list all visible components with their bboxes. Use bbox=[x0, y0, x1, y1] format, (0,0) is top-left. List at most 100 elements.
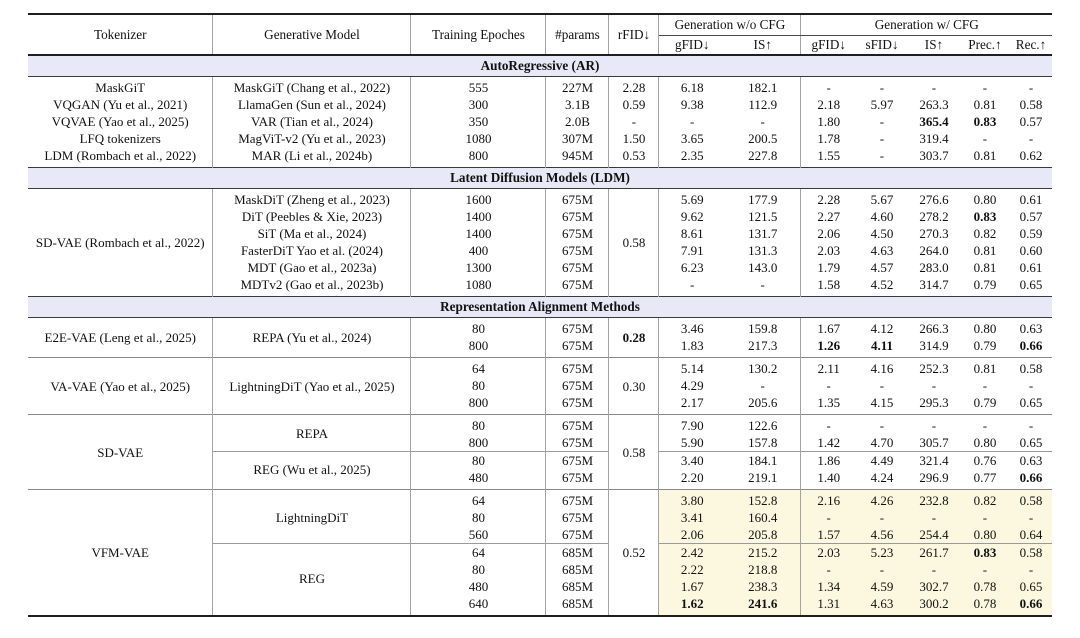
cell-gfid-wo-cfg: 9.62 bbox=[680, 208, 704, 224]
cell-sfid-w-cfg: 4.11 bbox=[870, 337, 893, 353]
cell-is-w-cfg: - bbox=[931, 377, 937, 393]
table-row: 560 675M 2.06 205.8 1.57 4.56 254.4 0.80 0.64 bbox=[28, 526, 1053, 544]
cell-generative-model: LlamaGen (Sun et al., 2024) bbox=[212, 96, 412, 113]
cell-sfid-w-cfg: 4.63 bbox=[870, 242, 894, 258]
cell-precision: 0.81 bbox=[973, 242, 997, 258]
cell-is-w-cfg: 261.7 bbox=[907, 543, 960, 561]
cell-is-w-cfg: - bbox=[907, 561, 960, 578]
cell-params: 675M bbox=[545, 413, 610, 434]
table-row: LFQ tokenizers MagViT-v2 (Yu et al., 2023… bbox=[27, 130, 1052, 147]
col-group-generation-wo-cfg: Generation w/o CFG bbox=[658, 14, 802, 36]
cell-sfid-w-cfg: 5.97 bbox=[870, 96, 894, 112]
cell-precision: 0.80 bbox=[973, 434, 997, 450]
cell-gfid-wo-cfg: 2.22 bbox=[658, 561, 725, 578]
cell-precision: 0.78 bbox=[959, 595, 1010, 616]
cell-recall: 0.58 bbox=[1009, 356, 1053, 377]
cell-recall: - bbox=[1028, 377, 1034, 393]
cell-sfid-w-cfg: - bbox=[855, 413, 908, 434]
cell-recall: 0.66 bbox=[1019, 469, 1043, 485]
cell-params: 685M bbox=[545, 543, 610, 561]
cell-recall: 0.66 bbox=[1019, 337, 1043, 353]
cell-training-epochs: 64 bbox=[410, 356, 547, 377]
cell-is-wo-cfg: 122.6 bbox=[724, 413, 802, 434]
cell-gfid-wo-cfg: 3.40 bbox=[658, 451, 725, 469]
cell-is-wo-cfg: 177.9 bbox=[724, 188, 802, 208]
cell-is-wo-cfg: - bbox=[724, 113, 802, 130]
cell-generative-model: MDT (Gao et al., 2023a) bbox=[212, 259, 412, 276]
cell-training-epochs: 800 bbox=[410, 434, 547, 452]
cell-params: 675M bbox=[545, 434, 610, 452]
cell-gfid-w-cfg: 2.18 bbox=[817, 96, 841, 112]
table-row: SD-VAE (Rombach et al., 2022) MaskDiT (Zh… bbox=[27, 188, 1052, 296]
table-row: REG 64 685M 2.42 215.2 2.03 5.23 261.7 0.83 0.58 bbox=[28, 543, 1053, 616]
cell-is-wo-cfg: - bbox=[724, 377, 802, 394]
cell-training-epochs: 800 bbox=[410, 394, 547, 414]
cell-precision: - bbox=[959, 509, 1010, 526]
cell-recall: 0.63 bbox=[1009, 451, 1053, 469]
cell-is-wo-cfg: 218.8 bbox=[724, 561, 802, 578]
cell-is-w-cfg: 254.4 bbox=[907, 526, 960, 544]
cell-is-w-cfg: - bbox=[907, 413, 960, 434]
table-row: MDTv2 (Gao et al., 2023b) 1080 675M - -1.58 4… bbox=[28, 276, 1052, 296]
section-header: Latent Diffusion Models (LDM) bbox=[27, 166, 1053, 189]
cell-is-wo-cfg: 205.6 bbox=[724, 394, 802, 414]
cell-params: 685M bbox=[545, 578, 610, 595]
cell-params: 675M bbox=[545, 337, 610, 357]
cell-is-wo-cfg: 182.1 bbox=[724, 76, 802, 96]
cell-generative-model: FasterDiT Yao et al. (2024) bbox=[212, 242, 412, 259]
cell-gfid-w-cfg: - bbox=[826, 79, 831, 95]
col-header-gfid-wo-cfg: gFID↓ bbox=[675, 36, 710, 52]
cell-tokenizer: SD-VAE (Rombach et al., 2022) bbox=[27, 188, 214, 296]
cell-recall: 0.65 bbox=[1019, 276, 1043, 292]
cell-precision: - bbox=[982, 130, 988, 146]
cell-is-w-cfg: 302.7 bbox=[907, 578, 960, 595]
table-row: 80 675M 3.41 160.4- - - - - bbox=[28, 509, 1053, 526]
cell-generative-model: REPA (Yu et al., 2024) bbox=[212, 317, 412, 357]
cell-sfid-w-cfg: 4.24 bbox=[870, 469, 894, 485]
cell-params: 685M bbox=[545, 595, 610, 616]
table-header: Tokenizer Generative Model Training Epoc… bbox=[27, 14, 1053, 55]
cell-gfid-w-cfg: 1.57 bbox=[800, 526, 856, 544]
cell-recall: - bbox=[1009, 561, 1053, 578]
cell-recall: 0.57 bbox=[1019, 113, 1043, 129]
cell-tokenizer: E2E-VAE (Leng et al., 2025) bbox=[27, 317, 214, 357]
cell-recall: - bbox=[1009, 509, 1053, 526]
cell-gfid-w-cfg: 1.78 bbox=[817, 130, 841, 146]
cell-gfid-wo-cfg: 5.90 bbox=[680, 434, 704, 450]
cell-is-w-cfg: - bbox=[931, 79, 937, 95]
table-row: 800 675M 1.83 217.3 1.26 4.11 314.9 0.79 0.66 bbox=[28, 337, 1052, 357]
col-header-generative-model: Generative Model bbox=[212, 14, 412, 55]
cell-params: 307M bbox=[545, 130, 610, 147]
cell-recall: - bbox=[1028, 79, 1034, 95]
cell-is-wo-cfg: 131.3 bbox=[724, 242, 802, 259]
cell-training-epochs: 1400 bbox=[410, 225, 547, 242]
col-header-rfid: rFID↓ bbox=[608, 14, 660, 55]
cell-rfid: 0.53 bbox=[608, 147, 660, 167]
cell-precision: 0.80 bbox=[973, 320, 997, 336]
cell-params: 3.1B bbox=[545, 96, 610, 113]
table-row: MDT (Gao et al., 2023a) 1300 675M 6.23 143.0… bbox=[28, 259, 1052, 276]
cell-sfid-w-cfg: - bbox=[879, 377, 885, 393]
cell-gfid-wo-cfg: 1.83 bbox=[680, 337, 704, 353]
cell-is-wo-cfg: 131.7 bbox=[724, 225, 802, 242]
cell-generative-model: MAR (Li et al., 2024b) bbox=[212, 147, 412, 167]
header-row-metrics: gFID↓ IS↑ gFID↓ sFID↓ IS↑ Prec.↑ Rec.↑ bbox=[28, 35, 1052, 55]
cell-tokenizer: VQGAN (Yu et al., 2021) bbox=[27, 96, 214, 113]
table-row: SD-VAE REPA 80 675M 0.58 7.90 122.6- - - - - bbox=[27, 413, 1053, 489]
cell-tokenizer: VFM-VAE bbox=[27, 488, 214, 616]
section-row: Representation Alignment Methods bbox=[27, 295, 1053, 318]
cell-precision: 0.82 bbox=[973, 225, 997, 241]
cell-recall: 0.64 bbox=[1009, 526, 1053, 544]
cell-gfid-w-cfg: 1.35 bbox=[817, 394, 841, 410]
cell-gfid-wo-cfg: - bbox=[690, 113, 695, 129]
cell-gfid-w-cfg: 1.31 bbox=[800, 595, 856, 616]
cell-recall: 0.60 bbox=[1019, 242, 1043, 258]
cell-gfid-wo-cfg: 9.38 bbox=[680, 96, 704, 112]
cell-is-wo-cfg: 143.0 bbox=[724, 259, 802, 276]
cell-recall: 0.65 bbox=[1019, 394, 1043, 410]
table-row: VFM-VAE LightningDiT 64 675M 0.52 3.80 152.8 2.… bbox=[27, 488, 1053, 616]
cell-is-wo-cfg: 215.2 bbox=[724, 543, 802, 561]
cell-precision: 0.79 bbox=[973, 394, 997, 410]
cell-is-wo-cfg: 130.2 bbox=[724, 356, 802, 377]
cell-training-epochs: 1600 bbox=[410, 188, 547, 208]
